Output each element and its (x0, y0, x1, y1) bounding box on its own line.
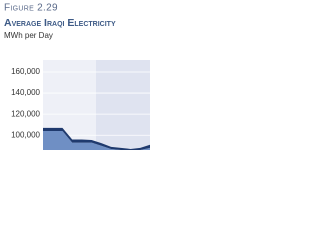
y-tick-label: 120,000 (11, 109, 40, 118)
chart-title: Average Iraqi Electricity (4, 17, 116, 29)
shaded-period (96, 60, 150, 150)
figure-number: Figure 2.29 (4, 3, 58, 14)
y-tick-label: 140,000 (11, 88, 40, 97)
area (43, 131, 150, 150)
y-tick-label: 160,000 (11, 67, 40, 76)
chart-subtitle: MWh per Day (4, 31, 53, 40)
y-tick-label: 100,000 (11, 130, 40, 139)
chart: Figure 2.29 Average Iraqi Electricity MW… (4, 3, 150, 150)
area (43, 127, 150, 150)
